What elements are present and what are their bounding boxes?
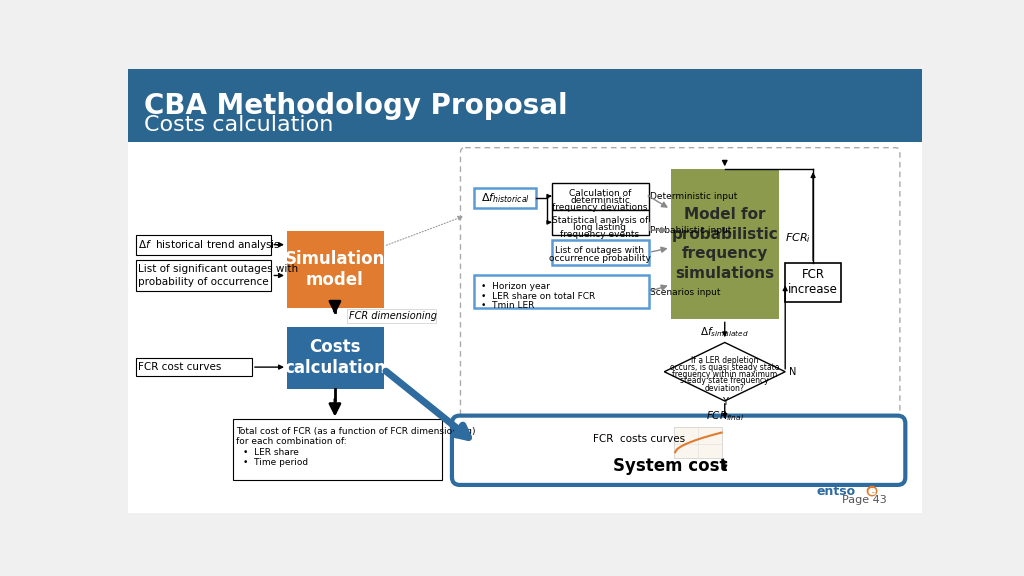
Text: Scenarios input: Scenarios input: [649, 288, 720, 297]
Text: occurrence probability: occurrence probability: [549, 254, 651, 263]
Text: Y: Y: [722, 397, 728, 407]
FancyBboxPatch shape: [671, 169, 779, 319]
Text: Statistical analysis of: Statistical analysis of: [552, 216, 648, 225]
Text: frequency deviations: frequency deviations: [552, 203, 648, 212]
Text: List of significant outages with: List of significant outages with: [138, 264, 298, 274]
FancyBboxPatch shape: [287, 327, 384, 389]
Text: •  Time period: • Time period: [243, 458, 308, 467]
FancyBboxPatch shape: [552, 240, 649, 265]
FancyBboxPatch shape: [785, 263, 841, 302]
Text: Costs
calculation: Costs calculation: [284, 339, 386, 377]
Circle shape: [866, 486, 878, 497]
Text: •  LER share: • LER share: [243, 448, 299, 457]
Polygon shape: [665, 343, 785, 401]
Text: e: e: [868, 486, 876, 496]
Text: $\Delta f_{historical}$: $\Delta f_{historical}$: [481, 192, 530, 206]
Text: deterministic: deterministic: [570, 196, 630, 205]
Text: steady state frequency: steady state frequency: [680, 377, 769, 385]
Text: $FCR_i$: $FCR_i$: [785, 232, 811, 245]
FancyBboxPatch shape: [552, 183, 649, 210]
FancyBboxPatch shape: [474, 275, 649, 308]
Text: frequency within maximum: frequency within maximum: [672, 370, 777, 378]
FancyBboxPatch shape: [136, 358, 252, 376]
Text: System cost: System cost: [613, 457, 728, 475]
Text: •  Horizon year: • Horizon year: [480, 282, 550, 291]
Text: FCR
increase: FCR increase: [788, 268, 838, 297]
Text: long lasting: long lasting: [573, 223, 627, 232]
Text: CBA Methodology Proposal: CBA Methodology Proposal: [143, 92, 567, 120]
Text: Total cost of FCR (as a function of FCR dimensioning): Total cost of FCR (as a function of FCR …: [237, 427, 476, 436]
FancyBboxPatch shape: [552, 210, 649, 234]
Text: Costs calculation: Costs calculation: [143, 115, 333, 135]
FancyBboxPatch shape: [675, 427, 722, 458]
FancyBboxPatch shape: [347, 309, 436, 323]
Text: Deterministic input: Deterministic input: [649, 192, 737, 200]
Text: probability of occurrence: probability of occurrence: [138, 276, 268, 287]
FancyBboxPatch shape: [232, 419, 442, 480]
Text: Simulation
model: Simulation model: [285, 250, 385, 289]
Text: deviation?: deviation?: [705, 384, 744, 393]
Text: N: N: [790, 367, 797, 377]
Text: frequency events: frequency events: [560, 230, 640, 239]
Text: FCR cost curves: FCR cost curves: [138, 362, 221, 372]
Text: •  Tmin LER: • Tmin LER: [480, 301, 534, 310]
FancyBboxPatch shape: [452, 416, 905, 485]
Text: Probabilistic input: Probabilistic input: [649, 226, 731, 234]
Text: occurs, is quasi steady state: occurs, is quasi steady state: [670, 363, 779, 372]
Text: entso: entso: [816, 484, 856, 498]
Text: for each combination of:: for each combination of:: [237, 437, 347, 446]
Text: $FCR_{final}$: $FCR_{final}$: [706, 409, 743, 423]
Text: If a LER depletion: If a LER depletion: [691, 355, 759, 365]
FancyBboxPatch shape: [287, 231, 384, 308]
Text: FCR  costs curves: FCR costs curves: [593, 434, 685, 444]
Text: Calculation of: Calculation of: [568, 190, 631, 198]
FancyBboxPatch shape: [128, 69, 922, 142]
Text: FCR dimensioning: FCR dimensioning: [349, 311, 437, 321]
Text: List of outages with: List of outages with: [555, 246, 644, 255]
FancyBboxPatch shape: [136, 234, 271, 255]
Text: Model for
probabilistic
frequency
simulations: Model for probabilistic frequency simula…: [672, 207, 778, 281]
Text: e: e: [867, 484, 877, 498]
Text: Page 43: Page 43: [842, 495, 887, 505]
FancyBboxPatch shape: [136, 260, 271, 291]
Text: •  LER share on total FCR: • LER share on total FCR: [480, 291, 595, 301]
FancyBboxPatch shape: [474, 188, 537, 209]
FancyBboxPatch shape: [128, 142, 922, 513]
Text: $\Delta f_{simulated}$: $\Delta f_{simulated}$: [700, 325, 750, 339]
Text: $\Delta f$  historical trend analysis: $\Delta f$ historical trend analysis: [138, 238, 281, 252]
